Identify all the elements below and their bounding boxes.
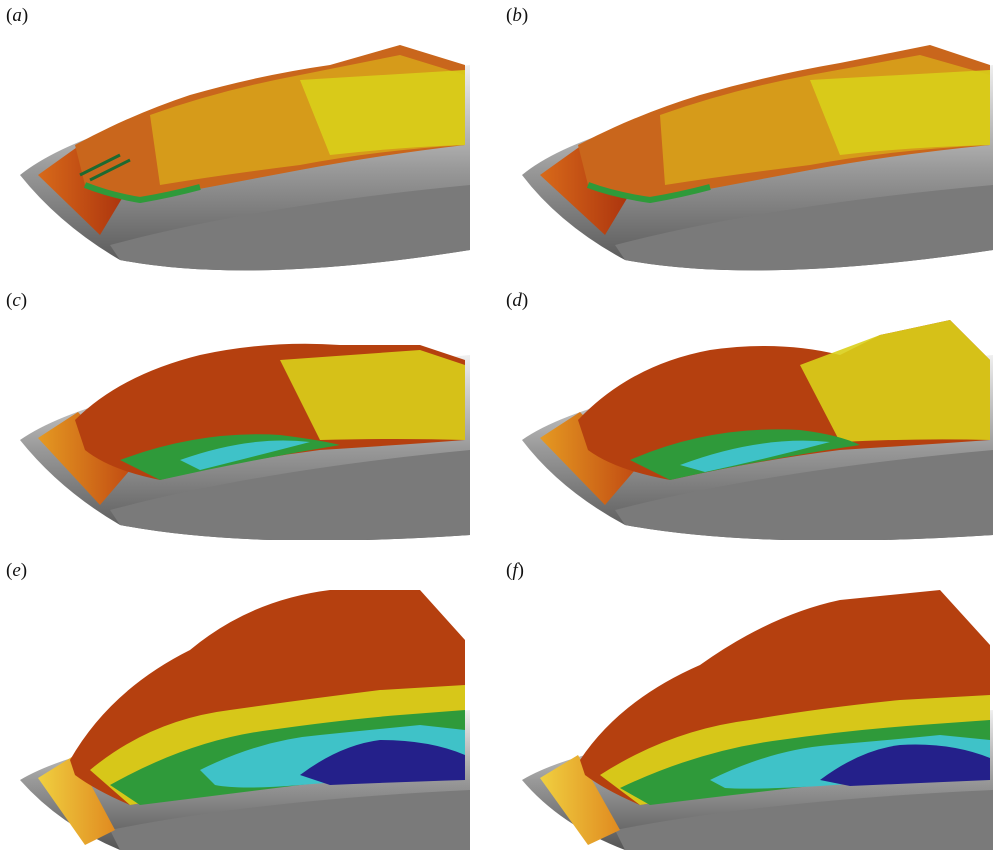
wing-underside — [110, 790, 470, 850]
wing-underside — [110, 450, 470, 540]
panel-a: (a) — [0, 0, 480, 275]
panel-b: (b) — [500, 0, 993, 275]
wing-underside — [110, 185, 470, 271]
flow-visualization-c — [20, 343, 470, 540]
panel-c: (c) — [0, 285, 480, 540]
panel-f: (f) — [500, 555, 993, 850]
panel-label-e: (e) — [6, 560, 28, 581]
recirculation-region — [300, 740, 465, 785]
panel-e: (e) — [0, 555, 480, 850]
flow-visualization-f — [522, 590, 993, 850]
wing-underside — [615, 185, 993, 271]
panel-label-b: (b) — [506, 5, 529, 26]
panel-label-a: (a) — [6, 5, 29, 26]
leading-edge-patch — [38, 412, 130, 505]
leading-edge-patch — [540, 755, 620, 845]
wing-underside — [615, 450, 993, 540]
flow-visualization-d — [522, 320, 993, 540]
wing-underside — [615, 790, 993, 850]
panel-label-d: (d) — [506, 290, 529, 311]
flow-visualization-b — [522, 45, 993, 271]
flow-visualization-e — [20, 590, 470, 850]
leading-edge-patch — [38, 755, 115, 845]
panel-d: (d) — [500, 285, 993, 540]
panel-label-c: (c) — [6, 290, 28, 311]
recirculation-region — [820, 744, 990, 786]
flow-visualization-a — [20, 45, 470, 271]
panel-label-f: (f) — [506, 560, 524, 581]
leading-edge-patch — [540, 412, 635, 505]
